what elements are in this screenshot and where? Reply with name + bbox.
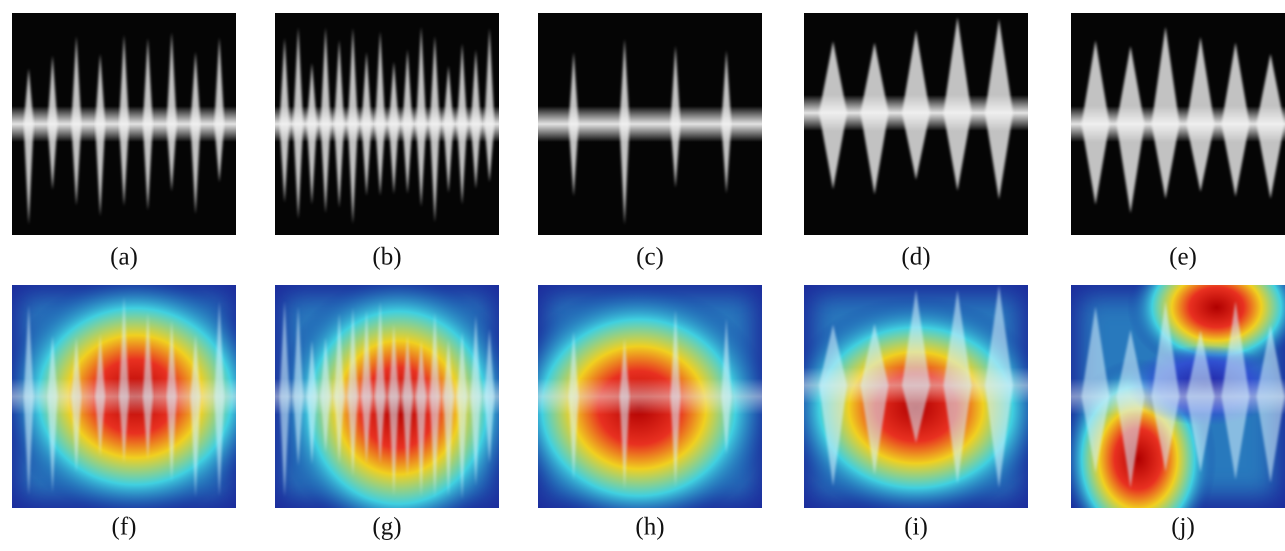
panel-label: (a): [110, 244, 138, 271]
panel-image: [12, 13, 236, 235]
panel-image: [1071, 13, 1285, 235]
panel-image: [504, 285, 773, 530]
panel-label: (f): [112, 514, 137, 541]
panel-label: (j): [1171, 514, 1195, 541]
panel-label: (h): [635, 514, 664, 541]
panel-label: (c): [636, 244, 664, 271]
panel-image: [804, 13, 1028, 235]
panel-image: [782, 285, 1051, 519]
panel-label: (b): [372, 244, 401, 271]
panel-image: [538, 13, 762, 235]
panel-image: [275, 13, 499, 235]
panel-image: [275, 274, 521, 542]
panel-image: [1060, 240, 1285, 551]
panel-label: (d): [901, 244, 930, 271]
panel-label: (e): [1169, 244, 1197, 271]
panel-label: (g): [372, 514, 401, 541]
panel-label: (i): [904, 514, 928, 541]
panel-image: [1, 274, 270, 519]
figure: (a) (b) (c) (d) (e) (f) (g) (h) (i) (j): [0, 0, 1285, 551]
